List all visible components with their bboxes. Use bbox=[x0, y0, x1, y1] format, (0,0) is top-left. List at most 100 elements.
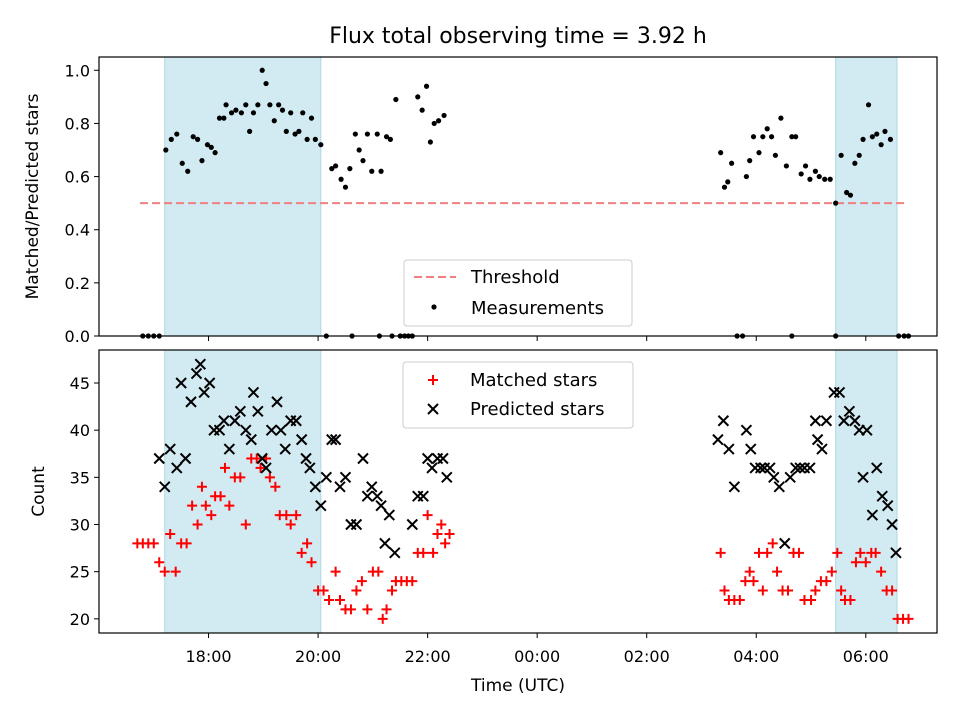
measurement-point bbox=[216, 115, 223, 121]
predicted-star-point bbox=[213, 424, 226, 436]
matched-star-point bbox=[715, 547, 726, 558]
measurement-point bbox=[221, 115, 227, 121]
measurement-point bbox=[308, 115, 315, 121]
measurement-point bbox=[435, 118, 442, 124]
predicted-star-point bbox=[240, 424, 252, 436]
x-tick-label: 00:00 bbox=[514, 647, 560, 666]
measurement-point bbox=[750, 134, 757, 140]
measurement-point bbox=[243, 102, 249, 108]
measurement-point bbox=[247, 128, 253, 134]
measurement-point bbox=[783, 163, 789, 169]
measurement-point bbox=[228, 110, 235, 116]
measurement-point bbox=[168, 136, 174, 142]
predicted-star-point bbox=[431, 452, 444, 465]
measurement-point bbox=[760, 134, 766, 140]
measurement-point bbox=[865, 102, 872, 108]
y-tick-label: 40 bbox=[70, 421, 90, 440]
measurement-point bbox=[415, 94, 421, 100]
measurement-point bbox=[721, 184, 728, 190]
predicted-star-point bbox=[175, 377, 187, 389]
predicted-star-point bbox=[749, 462, 761, 474]
y-tick-label: 25 bbox=[70, 563, 90, 582]
measurement-point bbox=[163, 147, 169, 153]
matched-star-point bbox=[793, 547, 804, 558]
predicted-star-point bbox=[350, 518, 363, 531]
legend-box bbox=[403, 259, 633, 327]
x-tick-label: 20:00 bbox=[295, 647, 341, 666]
matched-star-point bbox=[373, 566, 384, 577]
predicted-star-point bbox=[290, 415, 302, 427]
matched-star-point bbox=[356, 576, 367, 587]
predicted-star-point bbox=[198, 386, 210, 399]
matched-star-point bbox=[264, 472, 275, 483]
matched-star-point bbox=[821, 576, 832, 587]
matched-star-point bbox=[206, 510, 217, 521]
predicted-star-point bbox=[371, 490, 383, 502]
measurement-point bbox=[393, 96, 399, 103]
predicted-star-point bbox=[717, 415, 730, 427]
matched-star-point bbox=[836, 585, 847, 596]
predicted-star-point bbox=[247, 386, 260, 399]
y-tick-label: 45 bbox=[70, 374, 90, 393]
measurement-point bbox=[267, 102, 273, 108]
measurement-point bbox=[208, 144, 214, 150]
predicted-star-point bbox=[441, 471, 453, 484]
matched-star-point bbox=[187, 500, 198, 511]
predicted-star-point bbox=[779, 537, 791, 550]
measurement-point bbox=[374, 131, 380, 137]
matched-star-point bbox=[806, 594, 817, 605]
top-chart-panel: Flux total observing time = 3.92 h Match… bbox=[23, 24, 938, 346]
predicted-star-point bbox=[190, 367, 203, 380]
predicted-star-point bbox=[279, 443, 291, 455]
measurement-point bbox=[204, 142, 211, 148]
matched-star-point bbox=[748, 576, 759, 587]
measurement-point bbox=[423, 83, 430, 89]
matched-star-point bbox=[224, 500, 235, 511]
measurement-point bbox=[743, 173, 749, 180]
predicted-star-point bbox=[437, 452, 449, 465]
matched-star-point bbox=[381, 604, 392, 615]
measurement-point bbox=[852, 160, 858, 166]
matched-star-point bbox=[362, 604, 373, 615]
predicted-star-point bbox=[881, 499, 894, 512]
measurement-point bbox=[342, 184, 349, 190]
bottom-y-axis-label: Count bbox=[29, 466, 49, 517]
measurement-point bbox=[822, 176, 828, 182]
predicted-star-point bbox=[794, 462, 806, 474]
matched-star-point bbox=[270, 481, 281, 492]
matched-star-point bbox=[377, 613, 388, 624]
measurement-point bbox=[300, 110, 306, 116]
predicted-star-point bbox=[252, 405, 264, 418]
matched-star-point bbox=[324, 594, 335, 605]
y-tick-label: 1.0 bbox=[65, 61, 90, 80]
predicted-star-point bbox=[789, 462, 802, 474]
matched-star-point bbox=[440, 538, 451, 549]
measurement-point bbox=[427, 139, 433, 145]
predicted-star-point bbox=[383, 509, 395, 521]
measurement-point bbox=[847, 192, 854, 198]
matched-star-point bbox=[436, 519, 447, 530]
measurement-point bbox=[772, 152, 779, 158]
shaded-span bbox=[835, 56, 898, 337]
measurement-point bbox=[288, 110, 294, 116]
measurement-point bbox=[369, 168, 375, 174]
predicted-star-point bbox=[366, 481, 378, 493]
matched-star-point bbox=[387, 585, 398, 596]
measurement-point bbox=[882, 128, 888, 134]
predicted-star-point bbox=[159, 481, 171, 493]
matched-star-point bbox=[296, 547, 307, 558]
predicted-star-point bbox=[740, 424, 753, 436]
predicted-star-point bbox=[857, 471, 869, 484]
matched-star-point bbox=[281, 510, 292, 521]
measurement-point bbox=[250, 110, 257, 116]
measurement-point bbox=[887, 136, 894, 142]
matched-star-point bbox=[744, 566, 755, 577]
measurement-point bbox=[768, 134, 775, 140]
measurement-point bbox=[718, 150, 724, 156]
predicted-star-point bbox=[345, 518, 357, 531]
predicted-star-point bbox=[833, 386, 846, 399]
predicted-star-point bbox=[379, 537, 391, 550]
matched-star-point bbox=[845, 594, 856, 605]
predicted-star-point bbox=[375, 499, 387, 512]
